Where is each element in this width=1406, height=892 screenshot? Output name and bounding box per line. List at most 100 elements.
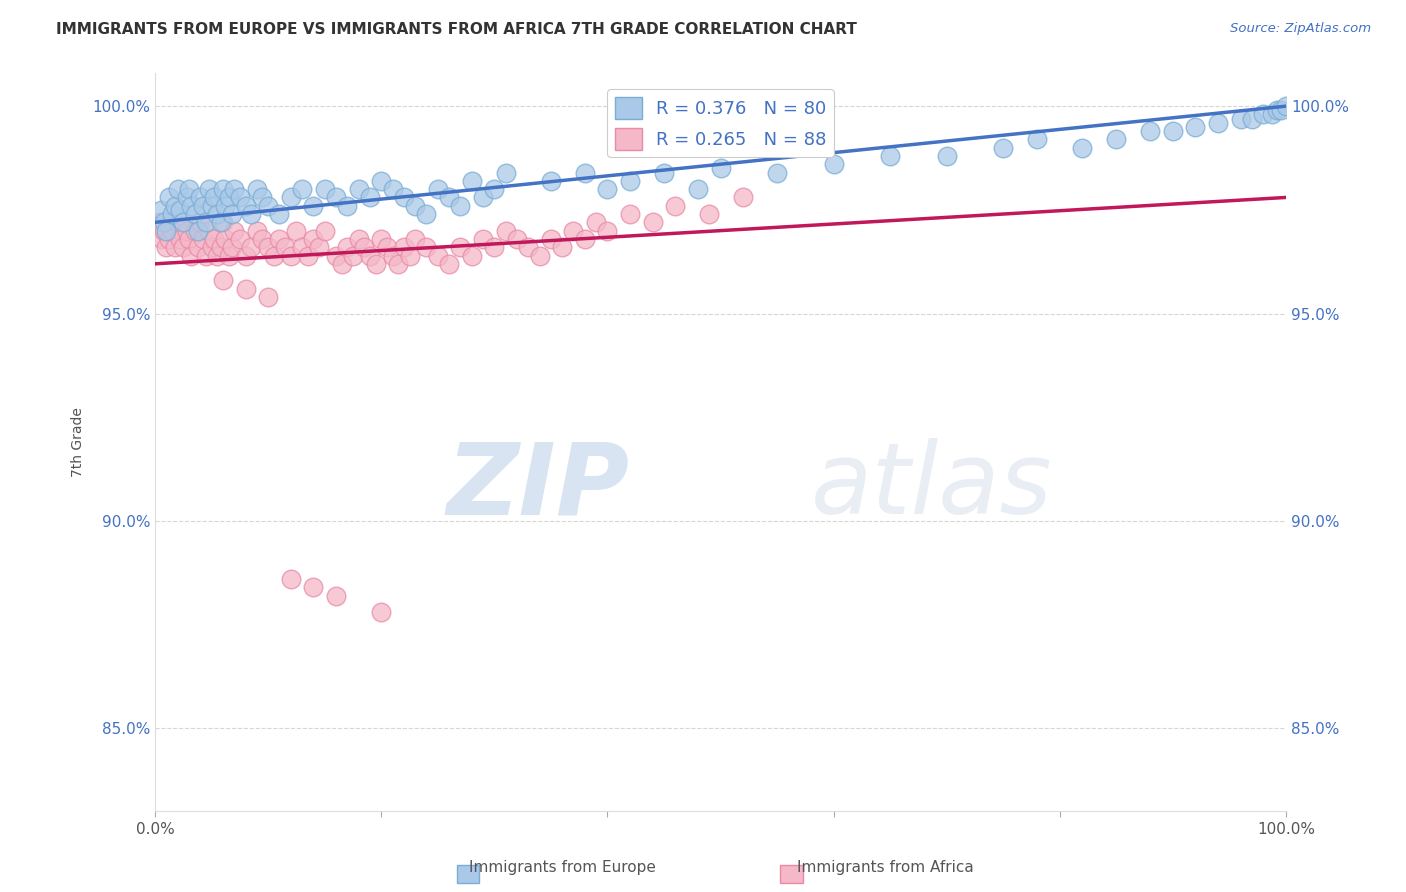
Point	[823, 157, 845, 171]
Point	[180, 199, 202, 213]
Point	[176, 224, 198, 238]
Point	[484, 240, 506, 254]
Point	[149, 202, 172, 217]
Point	[155, 224, 177, 238]
Point	[347, 182, 370, 196]
Point	[160, 207, 183, 221]
Point	[1105, 132, 1128, 146]
Point	[574, 165, 596, 179]
Point	[1275, 99, 1298, 113]
Point	[246, 182, 269, 196]
Text: Source: ZipAtlas.com: Source: ZipAtlas.com	[1230, 22, 1371, 36]
Point	[404, 232, 426, 246]
Point	[214, 199, 236, 213]
Point	[188, 215, 211, 229]
Point	[160, 224, 183, 238]
Point	[212, 273, 235, 287]
Point	[935, 149, 957, 163]
Point	[235, 248, 257, 262]
Point	[387, 257, 409, 271]
Point	[460, 174, 482, 188]
Point	[733, 190, 755, 204]
Point	[437, 257, 460, 271]
Point	[166, 182, 188, 196]
Point	[426, 182, 449, 196]
Point	[415, 240, 437, 254]
Point	[314, 182, 336, 196]
Point	[172, 240, 194, 254]
Point	[285, 224, 308, 238]
Point	[169, 202, 191, 217]
Point	[336, 199, 359, 213]
Point	[183, 224, 205, 238]
Point	[364, 257, 387, 271]
Point	[1139, 124, 1161, 138]
Point	[176, 190, 198, 204]
Point	[495, 224, 517, 238]
Point	[652, 165, 675, 179]
Point	[392, 240, 415, 254]
Point	[381, 182, 404, 196]
Point	[153, 215, 176, 229]
Point	[879, 149, 901, 163]
Point	[291, 182, 314, 196]
Point	[398, 248, 420, 262]
Point	[257, 199, 280, 213]
Point	[529, 248, 551, 262]
Point	[280, 190, 302, 204]
Point	[325, 190, 347, 204]
Point	[246, 224, 269, 238]
Point	[252, 190, 274, 204]
Point	[1261, 107, 1284, 121]
Point	[562, 224, 585, 238]
Point	[540, 232, 562, 246]
Point	[235, 282, 257, 296]
Point	[302, 581, 325, 595]
Point	[274, 240, 297, 254]
Point	[330, 257, 353, 271]
Point	[214, 232, 236, 246]
Point	[240, 207, 263, 221]
Point	[415, 207, 437, 221]
Point	[269, 232, 291, 246]
Point	[252, 232, 274, 246]
Point	[148, 215, 170, 229]
Point	[375, 240, 398, 254]
Point	[280, 248, 302, 262]
Point	[314, 224, 336, 238]
Text: ZIP: ZIP	[447, 438, 630, 535]
Point	[177, 182, 200, 196]
Point	[165, 199, 187, 213]
Point	[169, 232, 191, 246]
Point	[1229, 112, 1251, 126]
Point	[263, 248, 285, 262]
Point	[202, 190, 225, 204]
Point	[1184, 120, 1206, 134]
Point	[370, 605, 392, 619]
Point	[191, 199, 214, 213]
Point	[191, 232, 214, 246]
Point	[212, 215, 235, 229]
Point	[766, 165, 789, 179]
Point	[183, 207, 205, 221]
Point	[437, 190, 460, 204]
Point	[198, 224, 221, 238]
Point	[596, 224, 619, 238]
Point	[218, 190, 240, 204]
Point	[353, 240, 375, 254]
Point	[1026, 132, 1049, 146]
Point	[202, 232, 225, 246]
Y-axis label: 7th Grade: 7th Grade	[72, 408, 86, 477]
Point	[200, 199, 222, 213]
Point	[993, 141, 1015, 155]
Point	[308, 240, 330, 254]
Point	[359, 190, 381, 204]
Point	[269, 207, 291, 221]
Point	[297, 248, 319, 262]
Point	[1206, 116, 1229, 130]
Point	[596, 182, 619, 196]
Point	[472, 232, 495, 246]
Point	[472, 190, 495, 204]
Point	[194, 215, 217, 229]
Point	[551, 240, 574, 254]
